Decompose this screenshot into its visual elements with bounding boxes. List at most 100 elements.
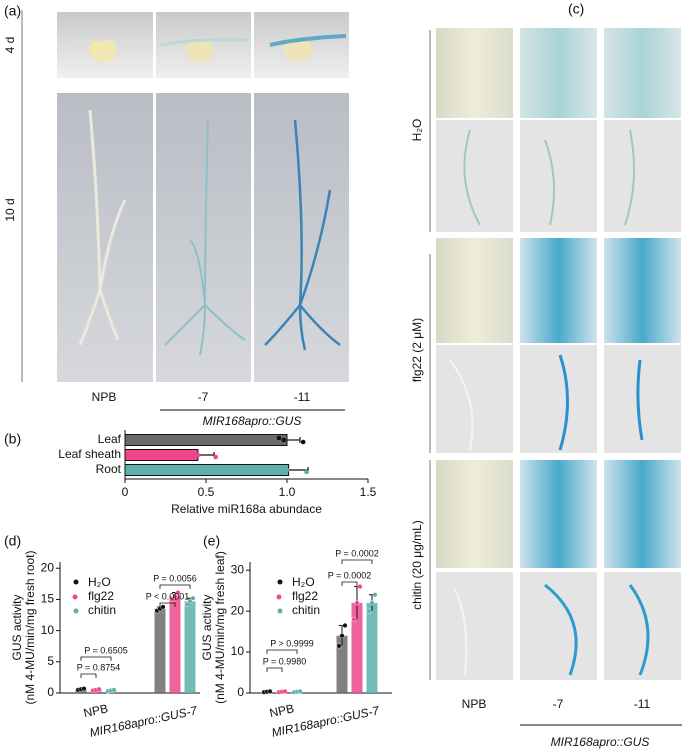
y-tick-label: 15 (41, 592, 55, 606)
photo (436, 345, 513, 453)
y-axis-label: GUS activity (10, 594, 24, 660)
significance-bracket (341, 559, 373, 564)
data-point (160, 604, 166, 610)
y-tick-label: 30 (231, 562, 245, 576)
bar (336, 635, 348, 693)
seed (89, 38, 117, 62)
y-tick-label: 20 (41, 560, 55, 574)
data-point (267, 688, 273, 694)
category-label: Leaf (98, 432, 122, 446)
panel-label: (c) (568, 1, 584, 17)
bar (366, 602, 378, 693)
annotation: P = 0.9980 (263, 656, 307, 666)
x-tick-label: 1.5 (360, 485, 377, 499)
data-point (169, 596, 175, 602)
photo (604, 460, 681, 568)
y-axis-label: (nM 4-MU/min/mg fresh leaf) (213, 551, 227, 704)
plant (78, 109, 127, 346)
data-point (281, 437, 287, 443)
y-tick-label: 0 (47, 685, 54, 699)
photo (604, 572, 681, 680)
data-point (190, 595, 196, 601)
legend-label: H₂O (292, 575, 315, 589)
significance-bracket (266, 667, 283, 672)
root (544, 583, 650, 676)
data-point (351, 616, 357, 622)
significance-bracket (80, 656, 112, 661)
shoot (269, 34, 347, 47)
photo (436, 28, 513, 118)
data-point (81, 686, 87, 692)
photo (57, 93, 153, 382)
shoot (61, 37, 151, 47)
photo (436, 238, 513, 343)
data-point (184, 601, 190, 607)
data-point (354, 600, 360, 606)
data-point (304, 469, 309, 475)
column-label: -7 (198, 390, 209, 404)
y-tick-label: 20 (231, 603, 245, 617)
photo (604, 120, 681, 232)
legend-marker (277, 608, 283, 614)
data-point (195, 452, 201, 458)
y-axis-label: (nM 4-MU/min/mg fresh root) (23, 550, 37, 704)
photo (520, 460, 597, 568)
data-point (284, 467, 290, 473)
panel-label: (d) (4, 533, 21, 549)
photo (604, 28, 681, 118)
significance-bracket (159, 584, 191, 589)
significance-bracket (159, 602, 176, 607)
legend-label: chitin (292, 603, 320, 617)
construct-label: MIR168apro::GUS (203, 414, 302, 428)
column-label: NPB (462, 697, 487, 711)
root (449, 359, 474, 676)
legend-label: flg22 (88, 589, 114, 603)
annotation: P = 0.0002 (335, 548, 379, 558)
x-axis-label: Relative miR168a abundace (171, 502, 322, 516)
y-tick-label: 10 (231, 644, 245, 658)
legend-marker (277, 579, 283, 585)
category-label: Root (96, 462, 122, 476)
data-point (300, 439, 306, 445)
data-point (213, 454, 219, 460)
data-point (336, 643, 342, 649)
row-label: 10 d (3, 198, 17, 221)
data-point (372, 592, 378, 598)
photo (520, 28, 597, 118)
row-label: flg22 (2 μM) (410, 318, 424, 382)
panel-label: (e) (203, 533, 220, 549)
column-label: -11 (294, 390, 311, 404)
seed (186, 38, 214, 62)
column-label: -7 (553, 697, 564, 711)
y-tick-label: 5 (47, 654, 54, 668)
data-point (111, 687, 117, 693)
data-point (366, 608, 372, 614)
row-label: H₂O (410, 119, 424, 142)
data-point (187, 598, 193, 604)
root (558, 354, 644, 451)
legend-marker (72, 594, 78, 600)
annotation: P = 0.8754 (77, 662, 121, 672)
annotation: P > 0.9999 (270, 638, 314, 648)
x-tick-label: 0.5 (198, 485, 215, 499)
annotation: P = 0.0056 (153, 573, 197, 583)
x-tick-label: 1.0 (279, 485, 296, 499)
plant (264, 119, 341, 351)
category-label: Leaf sheath (58, 447, 121, 461)
x-tick-label: 0 (122, 485, 129, 499)
bar (184, 601, 196, 693)
photo-grid-a (57, 12, 349, 382)
photo (436, 572, 513, 680)
y-tick-label: 10 (41, 623, 55, 637)
data-point (271, 465, 277, 471)
annotation: P = 0.0002 (328, 570, 372, 580)
data-point (282, 688, 288, 694)
bar (124, 434, 288, 446)
annotation: P = 0.6505 (84, 645, 128, 655)
column-label: -11 (634, 697, 651, 711)
data-point (342, 622, 348, 628)
photo (436, 460, 513, 568)
y-tick-label: 0 (237, 685, 244, 699)
photo-grid-c (436, 28, 681, 680)
